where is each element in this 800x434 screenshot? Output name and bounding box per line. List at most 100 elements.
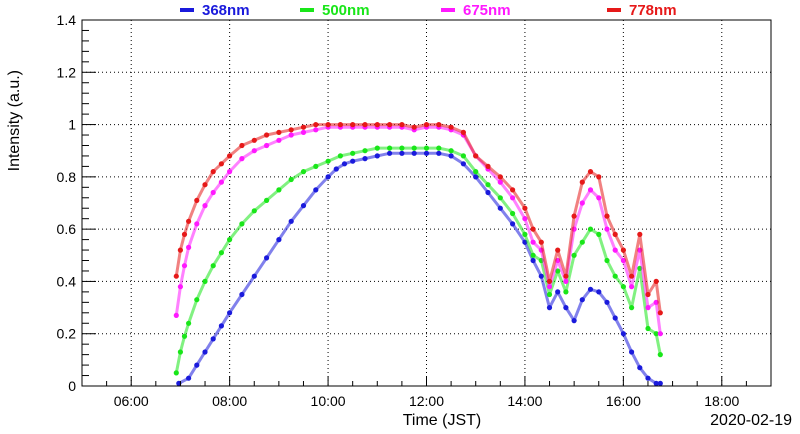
data-point — [497, 195, 503, 201]
data-point — [202, 349, 208, 355]
data-point — [264, 142, 270, 149]
data-point — [555, 268, 561, 274]
data-point — [288, 176, 294, 183]
data-point — [485, 182, 491, 188]
data-point — [218, 179, 224, 185]
data-point — [612, 273, 618, 279]
data-point — [460, 161, 466, 167]
series-line — [178, 151, 661, 385]
data-point — [186, 320, 192, 326]
data-point — [497, 205, 503, 211]
data-point — [194, 297, 200, 303]
data-point — [604, 213, 610, 219]
data-point — [448, 124, 454, 130]
data-point — [604, 226, 610, 232]
data-point — [202, 182, 208, 188]
data-point — [546, 305, 553, 311]
data-point — [313, 127, 319, 133]
data-point — [411, 124, 417, 130]
data-point — [653, 331, 659, 337]
data-point — [210, 169, 216, 175]
data-point — [645, 375, 651, 381]
data-point — [173, 273, 179, 279]
data-point — [448, 153, 454, 159]
data-point — [555, 289, 561, 295]
data-point — [571, 213, 577, 219]
data-point — [604, 257, 610, 264]
data-point — [423, 150, 430, 156]
data-point — [173, 370, 179, 376]
y-tick-label: 0 — [68, 378, 76, 394]
x-tick-label: 08:00 — [212, 393, 247, 409]
data-point — [571, 318, 577, 324]
data-point — [653, 380, 659, 386]
data-point — [485, 189, 491, 196]
data-point — [587, 226, 594, 232]
data-point — [629, 273, 635, 279]
data-point — [362, 156, 368, 162]
data-point — [300, 203, 307, 209]
data-point — [337, 122, 343, 128]
data-point — [596, 231, 602, 237]
data-point — [612, 247, 618, 253]
data-point — [288, 132, 294, 138]
data-point — [194, 221, 200, 227]
data-point — [530, 257, 536, 264]
data-point — [637, 231, 643, 237]
data-point — [387, 145, 393, 151]
data-point — [341, 161, 348, 167]
data-point — [460, 153, 466, 159]
data-point — [571, 252, 577, 258]
data-point — [218, 161, 224, 167]
data-point — [399, 145, 405, 151]
legend: 368nm 500nm 675nm 778nm — [180, 2, 677, 19]
data-point — [399, 150, 405, 156]
data-point — [509, 187, 516, 193]
data-point — [227, 310, 233, 316]
data-point — [264, 132, 270, 138]
data-point — [387, 150, 393, 156]
data-point — [473, 153, 479, 159]
y-axis: 0 0.2 0.4 0.6 0.8 1 1.2 1.4 — [57, 12, 96, 394]
x-tick-label: 10:00 — [311, 393, 346, 409]
data-point — [546, 284, 553, 290]
data-point — [181, 231, 188, 237]
data-point — [288, 127, 294, 133]
y-tick-label: 0.8 — [57, 169, 77, 185]
data-point — [555, 247, 561, 253]
y-axis-title: Intensity (a.u.) — [6, 70, 23, 171]
x-tick-label: 14:00 — [507, 393, 542, 409]
data-point — [239, 291, 245, 298]
data-point — [202, 278, 208, 284]
data-point — [186, 375, 192, 381]
data-point — [497, 179, 503, 185]
data-point — [473, 174, 479, 180]
data-point — [587, 286, 594, 292]
data-point — [620, 284, 627, 290]
legend-label: 500nm — [322, 2, 370, 19]
data-point — [337, 153, 343, 159]
data-point — [579, 297, 585, 303]
data-point — [186, 244, 192, 250]
data-point — [645, 325, 651, 332]
data-point — [645, 305, 651, 311]
data-point — [579, 239, 585, 245]
data-point — [173, 312, 179, 318]
data-point — [210, 336, 216, 342]
data-point — [522, 205, 528, 211]
data-point — [596, 195, 602, 201]
data-point — [218, 323, 224, 329]
series-500nm — [173, 145, 663, 376]
data-point — [497, 174, 503, 180]
data-point — [325, 174, 331, 180]
series-368nm — [176, 150, 663, 386]
data-point — [448, 148, 454, 154]
data-point — [276, 237, 282, 243]
data-point — [350, 150, 356, 156]
y-tick-label: 0.4 — [57, 273, 77, 289]
data-point — [509, 210, 516, 217]
data-point — [538, 273, 544, 279]
data-point — [509, 221, 516, 227]
data-point — [313, 122, 319, 128]
